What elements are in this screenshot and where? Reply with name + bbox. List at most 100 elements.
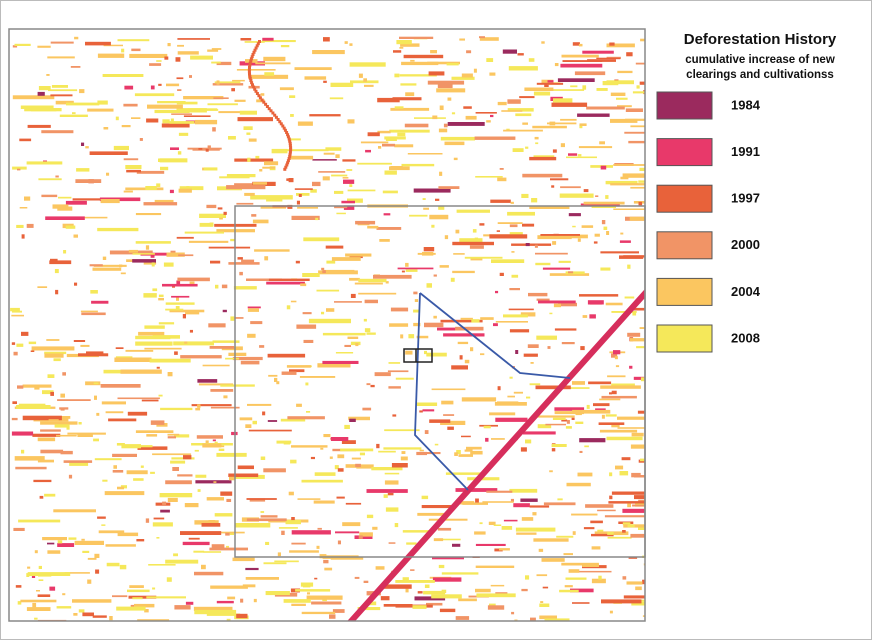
- patch: [402, 164, 435, 166]
- patch: [186, 602, 193, 605]
- patch: [429, 519, 468, 521]
- patch: [579, 438, 605, 442]
- patch: [459, 238, 482, 242]
- patch: [135, 93, 174, 96]
- patch: [312, 159, 336, 161]
- patch: [491, 438, 505, 440]
- patch: [225, 533, 230, 536]
- patch: [326, 261, 335, 264]
- patch: [465, 257, 503, 259]
- patch: [358, 279, 386, 282]
- patch: [627, 504, 631, 508]
- patch: [250, 321, 262, 324]
- patch: [428, 81, 464, 85]
- patch: [586, 107, 625, 110]
- patch: [58, 540, 63, 543]
- patch: [298, 122, 313, 126]
- patch: [595, 195, 598, 197]
- patch: [555, 63, 559, 66]
- patch: [479, 36, 485, 38]
- patch: [440, 609, 455, 612]
- patch: [287, 365, 311, 368]
- patch: [44, 354, 63, 358]
- patch: [584, 189, 589, 192]
- patch: [493, 323, 498, 326]
- patch: [286, 149, 329, 151]
- patch: [61, 408, 65, 411]
- patch: [628, 524, 635, 527]
- patch: [504, 520, 518, 522]
- patch: [74, 235, 79, 238]
- patch: [510, 329, 529, 332]
- patch: [323, 270, 355, 272]
- patch: [434, 275, 437, 277]
- patch: [582, 225, 594, 228]
- patch: [582, 85, 586, 89]
- patch: [235, 523, 271, 528]
- patch: [350, 62, 386, 66]
- patch: [403, 530, 431, 533]
- patch: [264, 562, 287, 564]
- patch: [601, 166, 607, 170]
- patch: [48, 374, 55, 378]
- patch: [498, 386, 501, 390]
- patch: [24, 108, 61, 111]
- patch: [165, 309, 183, 311]
- patch: [592, 546, 601, 549]
- patch: [587, 59, 616, 62]
- patch: [401, 457, 408, 461]
- patch: [44, 494, 55, 497]
- patch: [253, 220, 269, 224]
- patch: [405, 92, 414, 96]
- patch: [423, 198, 426, 200]
- patch: [232, 80, 245, 82]
- patch: [67, 425, 70, 430]
- patch: [602, 220, 605, 224]
- patch: [19, 139, 31, 142]
- patch: [379, 239, 390, 242]
- patch: [12, 342, 15, 345]
- patch: [424, 247, 435, 251]
- patch: [352, 458, 361, 460]
- patch: [323, 81, 327, 83]
- patch: [39, 566, 42, 569]
- patch: [80, 345, 89, 347]
- patch: [236, 614, 247, 618]
- patch: [208, 323, 225, 327]
- patch: [261, 515, 278, 517]
- patch: [427, 283, 433, 288]
- patch: [71, 66, 81, 68]
- patch: [212, 127, 216, 131]
- patch: [405, 351, 412, 355]
- patch: [567, 420, 570, 424]
- patch: [397, 133, 405, 137]
- patch: [484, 426, 491, 429]
- patch: [90, 151, 128, 155]
- map-figure: Deforestation History cumulative increas…: [0, 0, 872, 640]
- patch: [179, 189, 192, 193]
- patch: [338, 468, 344, 472]
- patch: [323, 434, 330, 437]
- patch: [50, 94, 72, 96]
- patch: [116, 347, 124, 349]
- patch: [509, 66, 538, 70]
- patch: [330, 97, 343, 99]
- patch: [606, 414, 617, 416]
- patch: [329, 614, 336, 618]
- patch: [146, 119, 158, 123]
- patch: [400, 83, 416, 85]
- patch: [184, 115, 211, 117]
- patch: [393, 50, 401, 53]
- patch: [245, 568, 258, 570]
- patch: [49, 260, 71, 264]
- patch: [498, 102, 507, 105]
- patch: [530, 383, 541, 385]
- patch: [167, 577, 172, 582]
- patch: [136, 539, 144, 541]
- patch: [595, 234, 600, 237]
- legend-swatch: [657, 232, 712, 259]
- patch: [625, 297, 635, 299]
- patch: [616, 98, 628, 100]
- patch: [348, 190, 376, 192]
- patch: [20, 207, 28, 209]
